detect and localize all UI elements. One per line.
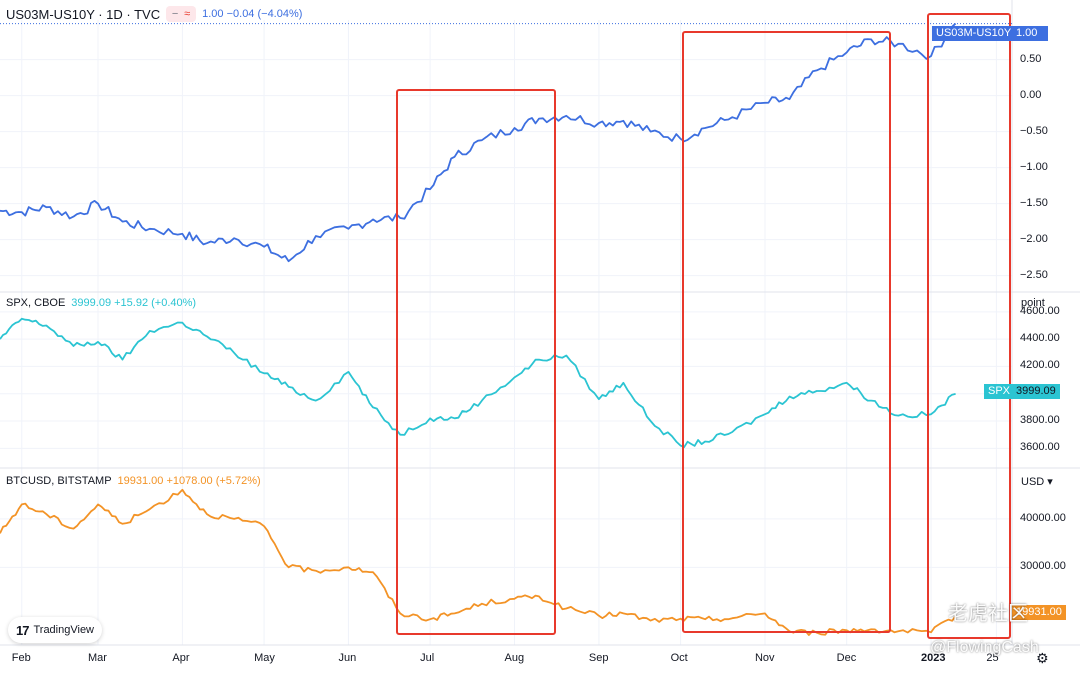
y-tick-0-3: −1.00: [1020, 160, 1048, 173]
pane-settings-icon[interactable]: − ≈: [166, 6, 197, 22]
x-tick-2: Apr: [172, 652, 190, 664]
pane-header-spx: SPX, CBOE 3999.09 +15.92 (+0.40%): [6, 297, 196, 309]
x-tick-1: Mar: [88, 652, 107, 664]
price-tag-spx: 3999.09: [1012, 384, 1060, 399]
series-lines: [0, 22, 1012, 636]
y-tick-0-2: −0.50: [1020, 124, 1048, 137]
series-line-btcusd: [0, 488, 957, 636]
grid-lines: [0, 20, 1012, 645]
pane-separators: [0, 0, 1080, 646]
highlight-boxes: [396, 13, 1011, 639]
y-tick-1-2: 4200.00: [1020, 359, 1060, 372]
price-tag-name-spx: SPX: [984, 384, 1015, 399]
x-tick-8: Oct: [670, 652, 688, 664]
x-tick-12: 25: [986, 652, 999, 664]
series-line-spx: [0, 317, 956, 449]
tradingview-mark-icon: 17: [16, 622, 30, 638]
highlight-box-1: [682, 31, 891, 633]
pane-symbol-btcusd: BTCUSD, BITSTAMP: [6, 475, 112, 487]
tradingview-logo-text: TradingView: [33, 624, 95, 636]
x-tick-6: Aug: [504, 652, 525, 664]
price-tag-btcusd: 19931.00: [1012, 605, 1066, 620]
pane-header-btcusd: BTCUSD, BITSTAMP 19931.00 +1078.00 (+5.7…: [6, 475, 261, 487]
y-tick-2-1: 30000.00: [1020, 560, 1066, 573]
x-tick-10: Dec: [836, 652, 857, 664]
pane-values-us03m-us10y: 1.00 −0.04 (−4.04%): [202, 8, 303, 20]
highlight-box-2: [927, 13, 1011, 639]
y-tick-0-6: −2.50: [1020, 268, 1048, 281]
x-tick-7: Sep: [588, 652, 609, 664]
x-tick-11: 2023: [921, 652, 946, 664]
y-tick-0-0: 0.50: [1020, 52, 1042, 65]
watermark-tiger: 老虎社区: [948, 603, 1028, 625]
pane-values-spx: 3999.09 +15.92 (+0.40%): [71, 297, 197, 309]
y-tick-1-4: 3800.00: [1020, 414, 1060, 427]
y-tick-1-1: 4400.00: [1020, 332, 1060, 345]
pane-header-us03m-us10y: US03M-US10Y · 1D · TVC − ≈ 1.00 −0.04 (−…: [6, 6, 302, 22]
gear-icon[interactable]: ⚙: [1036, 650, 1049, 666]
approx-icon: ≈: [184, 8, 191, 20]
y-tick-0-4: −1.50: [1020, 196, 1048, 209]
y-tick-0-1: 0.00: [1020, 88, 1042, 101]
y-tick-0-5: −2.00: [1020, 232, 1048, 245]
y-tick-1-0: 4600.00: [1020, 304, 1060, 317]
x-tick-3: May: [254, 652, 275, 664]
series-line-us03m-us10y: [0, 22, 957, 263]
watermark-handle: @FlowingCash: [930, 639, 1039, 656]
price-tag-name-us03m-us10y: US03M-US10Y: [932, 26, 1016, 41]
axis-unit-spx: point: [1021, 297, 1045, 309]
tradingview-logo[interactable]: 17 TradingView: [8, 617, 103, 643]
pane-values-btcusd: 19931.00 +1078.00 (+5.72%): [117, 475, 261, 487]
minus-icon: −: [171, 8, 179, 20]
highlight-box-0: [396, 89, 556, 635]
x-tick-9: Nov: [754, 652, 775, 664]
y-tick-2-0: 40000.00: [1020, 511, 1066, 524]
y-tick-1-5: 3600.00: [1020, 441, 1060, 454]
pane-symbol-spx: SPX, CBOE: [6, 297, 66, 309]
price-tag-us03m-us10y: 1.00: [1012, 26, 1048, 41]
pane-symbol-us03m-us10y: US03M-US10Y · 1D · TVC: [6, 6, 161, 22]
x-tick-4: Jun: [338, 652, 357, 664]
x-tick-5: Jul: [420, 652, 435, 664]
axis-unit-btcusd[interactable]: USD ▾: [1021, 476, 1053, 488]
x-tick-0: Feb: [11, 652, 31, 664]
